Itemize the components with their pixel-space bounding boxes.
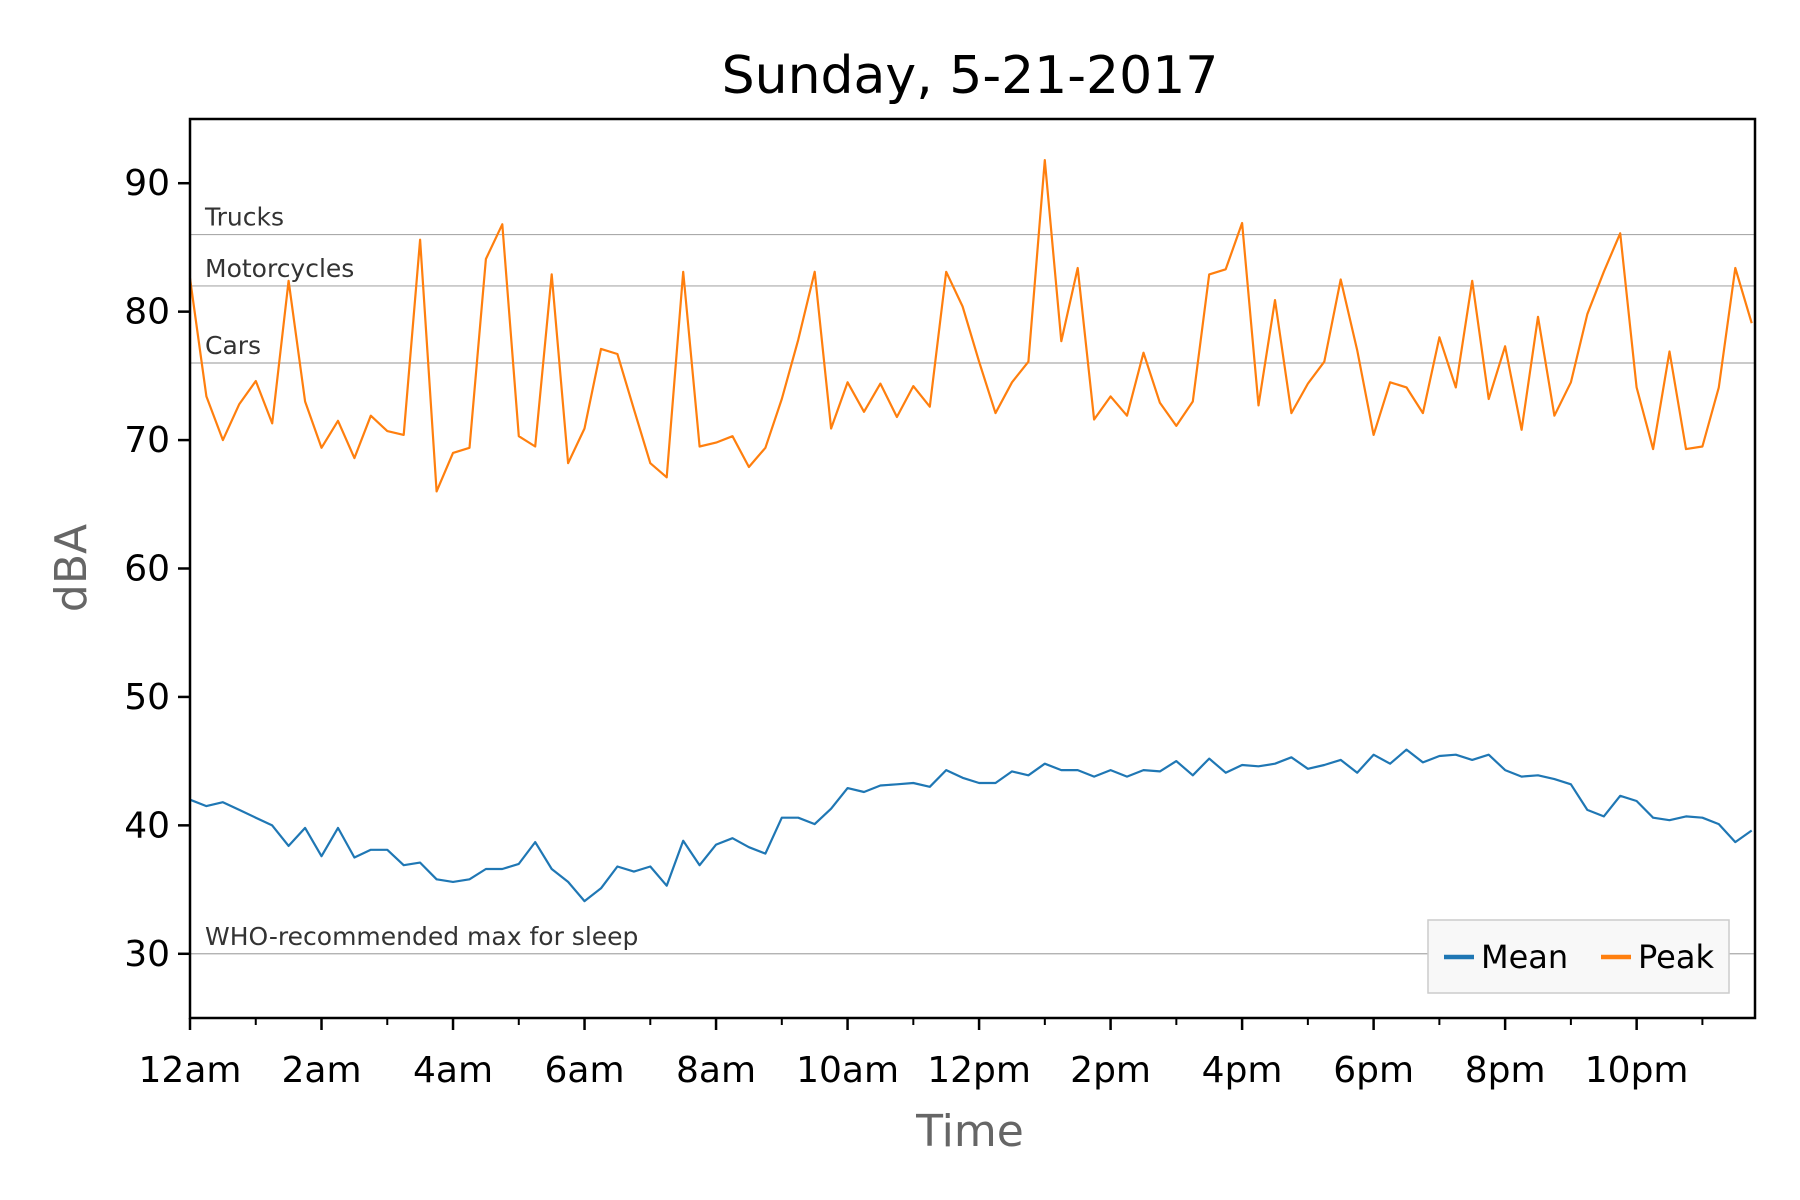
x-tick-label: 6pm (1333, 1050, 1414, 1091)
plot-frame (188, 117, 1757, 1020)
x-tick-label: 6am (545, 1050, 625, 1091)
reference-label-trucks: Trucks (204, 203, 284, 232)
series-lines (188, 159, 1753, 903)
x-tick-label: 8am (676, 1050, 756, 1091)
reference-label-cars: Cars (205, 331, 261, 360)
y-tick-label: 60 (124, 549, 170, 590)
reference-label-who-recommended-max-for-sleep: WHO-recommended max for sleep (205, 922, 638, 951)
y-tick-label: 90 (124, 163, 170, 204)
x-tick-label: 12am (139, 1050, 242, 1091)
x-axis-label: Time (915, 1106, 1024, 1157)
y-tick-label: 40 (124, 805, 170, 846)
y-axis-label: dBA (46, 524, 97, 612)
x-tick-label: 10am (796, 1050, 899, 1091)
y-axis: 30 40 50 60 70 80 90 (124, 163, 190, 975)
legend-label-peak: Peak (1638, 938, 1714, 976)
chart-title: Sunday, 5-21-2017 (722, 46, 1219, 106)
reference-label-motorcycles: Motorcycles (205, 254, 354, 283)
legend-label-mean: Mean (1481, 938, 1568, 976)
x-tick-label: 8pm (1465, 1050, 1546, 1091)
y-tick-label: 30 (124, 934, 170, 975)
y-tick-label: 80 (124, 292, 170, 333)
legend: Mean Peak (1427, 919, 1730, 994)
y-tick-label: 70 (124, 420, 170, 461)
series-line-mean (189, 748, 1753, 903)
x-tick-label: 10pm (1585, 1050, 1689, 1091)
x-tick-label: 2pm (1070, 1050, 1151, 1091)
x-tick-label: 2am (281, 1050, 361, 1091)
legend-box (1427, 919, 1730, 994)
x-tick-label: 12pm (927, 1050, 1031, 1091)
x-tick-label: 4pm (1202, 1050, 1283, 1091)
x-axis: 12am 2am 4am 6am 8am 10am 12pm 2pm 4pm 6pm 8pm 10pm (139, 1018, 1704, 1091)
x-tick-label: 4am (413, 1050, 493, 1091)
y-tick-label: 50 (124, 677, 170, 718)
series-line-peak (188, 159, 1753, 493)
